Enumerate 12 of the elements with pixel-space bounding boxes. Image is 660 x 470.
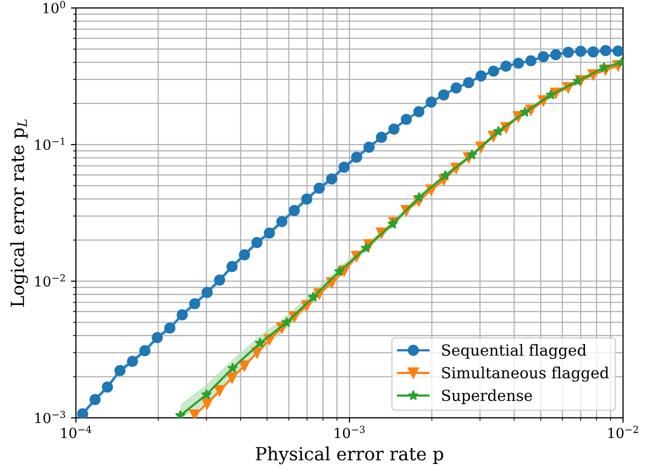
- y-tick-label: 10$^{0}$: [43, 0, 66, 14]
- y-tick-label: 10$^{−2}$: [35, 274, 65, 287]
- y-axis-title: Logical error rate p$_{L}$: [10, 119, 28, 307]
- x-tick-label: 10$^{−3}$: [334, 426, 365, 438]
- y-tick-label: 10$^{−1}$: [35, 138, 64, 150]
- legend-label: Simultaneous flagged: [442, 366, 609, 382]
- y-tick-label: 10$^{−3}$: [35, 410, 66, 424]
- legend-label: Superdense: [442, 389, 532, 404]
- legend-label: Sequential flagged: [442, 344, 586, 360]
- x-axis-title: Physical error rate p: [256, 446, 444, 464]
- x-tick-label: 10$^{−4}$: [61, 426, 92, 438]
- x-tick-label: 10$^{−2}$: [608, 426, 638, 438]
